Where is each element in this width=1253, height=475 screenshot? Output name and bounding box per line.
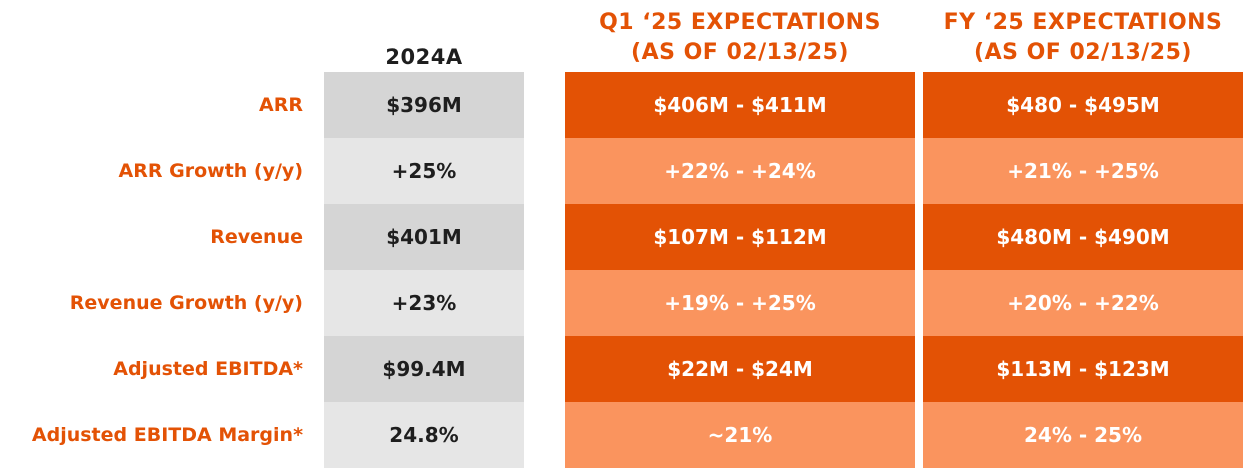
fy-expectation-value: $480M - $490M <box>923 204 1243 270</box>
table-row-arr-growth: ARR Growth (y/y) +25% +22% - +24% +21% -… <box>0 138 1253 204</box>
row-label: ARR Growth (y/y) <box>118 160 303 182</box>
q1-header-date: (AS OF 02/13/25) <box>631 40 849 65</box>
row-label: Revenue Growth (y/y) <box>69 292 303 314</box>
fy-header-title: FY ‘25 EXPECTATIONS <box>943 10 1223 35</box>
actual-2024-value: $401M <box>324 204 524 270</box>
column-header-fy-expectations: FY ‘25 EXPECTATIONS (AS OF 02/13/25) <box>923 8 1243 68</box>
fy-expectation-value: 24% - 25% <box>923 402 1243 468</box>
row-label: Revenue <box>210 226 303 248</box>
column-header-q1-expectations: Q1 ‘25 EXPECTATIONS (AS OF 02/13/25) <box>565 8 915 68</box>
table-row-arr: ARR $396M $406M - $411M $480 - $495M <box>0 72 1253 138</box>
actual-2024-value: $99.4M <box>324 336 524 402</box>
q1-expectation-value: $406M - $411M <box>565 72 915 138</box>
column-header-2024-actual: 2024A <box>324 42 524 74</box>
q1-expectation-value: +19% - +25% <box>565 270 915 336</box>
fy-header-date: (AS OF 02/13/25) <box>974 40 1192 65</box>
table-row-revenue: Revenue $401M $107M - $112M $480M - $490… <box>0 204 1253 270</box>
actual-2024-value: +25% <box>324 138 524 204</box>
row-label: Adjusted EBITDA* <box>113 358 303 380</box>
actual-2024-value: $396M <box>324 72 524 138</box>
fy-expectation-value: +20% - +22% <box>923 270 1243 336</box>
q1-expectation-value: +22% - +24% <box>565 138 915 204</box>
q1-expectation-value: $22M - $24M <box>565 336 915 402</box>
fy-expectation-value: +21% - +25% <box>923 138 1243 204</box>
q1-expectation-value: $107M - $112M <box>565 204 915 270</box>
q1-expectation-value: ~21% <box>565 402 915 468</box>
actual-2024-value: 24.8% <box>324 402 524 468</box>
fy-expectation-value: $113M - $123M <box>923 336 1243 402</box>
fy-expectation-value: $480 - $495M <box>923 72 1243 138</box>
table-row-revenue-growth: Revenue Growth (y/y) +23% +19% - +25% +2… <box>0 270 1253 336</box>
table-row-adjusted-ebitda-margin: Adjusted EBITDA Margin* 24.8% ~21% 24% -… <box>0 402 1253 468</box>
table-row-adjusted-ebitda: Adjusted EBITDA* $99.4M $22M - $24M $113… <box>0 336 1253 402</box>
actual-2024-value: +23% <box>324 270 524 336</box>
row-label: ARR <box>259 94 303 116</box>
q1-header-title: Q1 ‘25 EXPECTATIONS <box>599 10 881 35</box>
row-label: Adjusted EBITDA Margin* <box>31 424 303 446</box>
